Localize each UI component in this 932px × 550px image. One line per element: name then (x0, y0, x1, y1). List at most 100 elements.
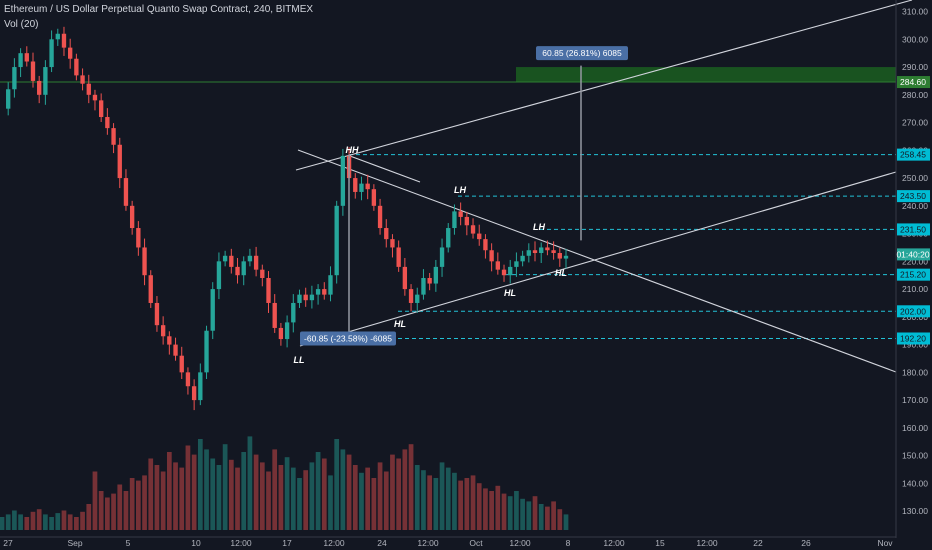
candle-body (6, 89, 11, 109)
trend-line (297, 149, 897, 373)
candle-body (12, 67, 17, 90)
volume-bar (321, 458, 327, 530)
volume-bar (222, 444, 228, 530)
time-tick-label: 12:00 (323, 538, 345, 548)
candle-body (167, 336, 172, 345)
volume-bar (396, 458, 402, 530)
candle-body (86, 83, 91, 95)
volume-bar (259, 462, 265, 530)
volume-bar (61, 510, 67, 530)
candle-body (68, 47, 73, 59)
volume-bar (284, 457, 290, 530)
volume-bar (390, 454, 395, 530)
time-tick-label: 22 (753, 538, 763, 548)
time-axis[interactable]: 27 Sep 5 10 12:00 17 12:00 24 12:00 Oct 12:00 8 12:0… (0, 536, 896, 548)
volume-bar (297, 478, 302, 530)
volume-bar (334, 439, 340, 530)
candle-body (117, 144, 122, 179)
candle-body (334, 205, 339, 276)
trend-line (295, 0, 913, 171)
level-badge-label: 258.45 (900, 150, 926, 160)
candle-body (501, 269, 507, 276)
volume-bar (111, 493, 116, 530)
candle-body (142, 247, 147, 276)
volume-bar (365, 467, 371, 530)
candle-body (154, 302, 160, 326)
candle-body (24, 53, 29, 62)
volume-bar (197, 439, 203, 530)
volume-bar (272, 449, 278, 530)
candle-body (458, 211, 463, 217)
candle-body (129, 205, 135, 229)
time-tick-label: 12:00 (696, 538, 718, 548)
volume-bar (445, 467, 451, 530)
volume-bar (551, 501, 556, 530)
volume-bar (12, 510, 17, 530)
candle-body (371, 189, 377, 206)
price-tick-label: 130.00 (902, 506, 928, 516)
candle-body (98, 100, 104, 118)
volume-bar (278, 465, 284, 530)
candle-body (508, 266, 513, 276)
volume-bar (74, 517, 79, 530)
price-tick-label: 300.00 (902, 34, 928, 44)
time-tick-label: Oct (469, 538, 483, 548)
volume-bar (67, 514, 73, 530)
volume-bar (328, 475, 333, 530)
candle-body (477, 233, 482, 240)
candle-body (526, 250, 531, 256)
volume-bar (123, 491, 129, 530)
swing-label: HH (346, 145, 359, 155)
volume-bar (359, 472, 364, 530)
candle-body (421, 277, 426, 295)
candle-body (427, 277, 432, 284)
volume-bar (80, 511, 85, 530)
candle-body (359, 183, 364, 192)
volume-bar (545, 506, 550, 530)
candle-body (328, 275, 333, 295)
candle-body (291, 302, 296, 323)
volume-bar (501, 493, 507, 530)
candle-body (92, 94, 98, 101)
swing-label: LL (294, 355, 305, 365)
volume-bar (18, 514, 23, 530)
symbol-title: Ethereum / US Dollar Perpetual Quanto Sw… (4, 4, 314, 15)
measure-tools[interactable]: -60.85 (-23.58%) -6085 60.85 (26.81%) 608… (300, 46, 628, 346)
volume-bar (563, 514, 569, 530)
candle-body (495, 261, 500, 270)
level-badge-label: 215.20 (900, 270, 926, 280)
candle-body (390, 239, 395, 248)
price-tick-label: 290.00 (902, 62, 928, 72)
candle-body (173, 344, 178, 356)
volume-bar (520, 498, 525, 530)
candle-body (272, 302, 277, 328)
swing-label: LH (533, 222, 545, 232)
candle-body (111, 128, 116, 145)
current-price-badge (897, 248, 930, 261)
candle-body (464, 216, 470, 226)
volume-bar (421, 470, 426, 530)
volume-bar (117, 484, 123, 530)
volume-bar (173, 462, 178, 530)
volume-bar (427, 475, 433, 530)
target-zone (516, 67, 896, 83)
time-tick-label: 12:00 (603, 538, 625, 548)
volume-bar (266, 471, 271, 530)
time-tick-label: 12:00 (230, 538, 252, 548)
volume-bar (439, 462, 445, 530)
level-badge (897, 223, 930, 236)
time-tick-label: 12:00 (417, 538, 439, 548)
candle-body (483, 239, 488, 251)
target-zone-layer (0, 67, 896, 83)
swing-label: HL (394, 319, 406, 329)
volume-bar (216, 465, 222, 530)
candle-body (489, 250, 494, 262)
volume-bar (105, 497, 110, 530)
candle-body (179, 355, 184, 373)
trend-lines (295, 0, 913, 373)
volume-bar (228, 459, 234, 530)
candle-body (551, 250, 556, 254)
volume-bar (340, 449, 346, 530)
